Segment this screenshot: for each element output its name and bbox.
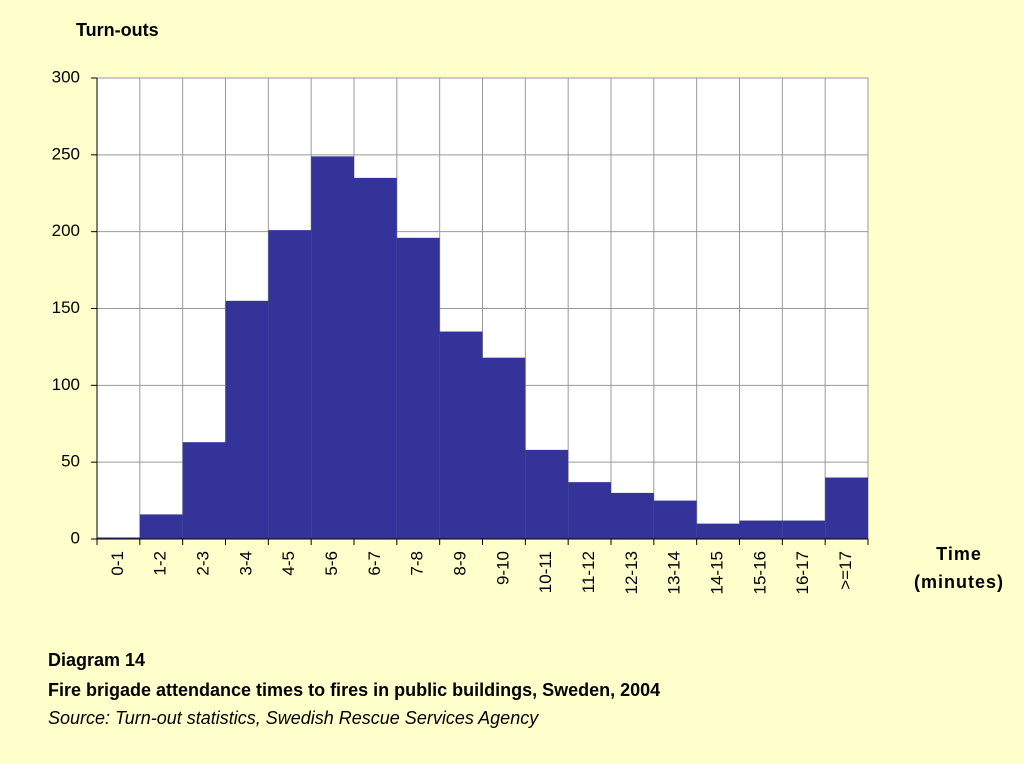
bar — [139, 514, 183, 539]
x-tick-label: 7-8 — [408, 551, 427, 576]
x-tick-label: 15-16 — [750, 551, 769, 594]
x-tick-label: 13-14 — [665, 551, 684, 594]
x-tick-label: 4-5 — [279, 551, 298, 576]
diagram-label: Diagram 14 — [48, 650, 146, 670]
bar — [525, 449, 569, 539]
bar — [182, 442, 226, 539]
chart-title: Fire brigade attendance times to fires i… — [48, 680, 661, 700]
x-tick-label: 16-17 — [793, 551, 812, 594]
y-tick-label: 150 — [52, 298, 80, 317]
bar — [396, 237, 440, 539]
bar — [782, 520, 826, 539]
bar — [611, 492, 654, 539]
x-tick-label: 2-3 — [194, 551, 213, 576]
x-tick-label: 12-13 — [622, 551, 641, 594]
y-tick-label: 300 — [52, 67, 80, 86]
bar — [739, 520, 783, 539]
bar — [354, 177, 397, 539]
x-tick-label: 11-12 — [579, 551, 598, 593]
bar — [482, 357, 526, 539]
bar — [268, 230, 312, 539]
bar — [568, 482, 611, 539]
x-tick-label: 5-6 — [322, 551, 341, 576]
y-tick-label: 0 — [71, 528, 80, 547]
x-tick-label: 8-9 — [451, 551, 470, 576]
y-tick-label: 250 — [52, 144, 80, 163]
x-tick-label: >=17 — [836, 551, 855, 590]
bar — [825, 477, 868, 539]
x-tick-label: 3-4 — [236, 551, 255, 576]
x-tick-label: 10-11 — [536, 551, 555, 593]
bar — [225, 300, 269, 539]
y-tick-label: 100 — [52, 375, 80, 394]
y-tick-label: 50 — [61, 452, 80, 471]
y-tick-label: 200 — [52, 221, 80, 240]
bar — [439, 331, 483, 539]
bar — [311, 156, 354, 539]
source: Source: Turn-out statistics, Swedish Res… — [48, 708, 539, 728]
x-tick-label: 6-7 — [365, 551, 384, 576]
bar — [696, 523, 740, 539]
x-tick-label: 9-10 — [493, 551, 512, 585]
x-tick-label: 0-1 — [108, 551, 127, 576]
bar — [97, 537, 140, 539]
bar — [653, 500, 697, 539]
y-axis-label: Turn-outs — [76, 20, 159, 40]
x-tick-label: 1-2 — [151, 551, 170, 576]
x-axis-label: Time (minutes) — [914, 544, 1004, 592]
x-tick-label: 14-15 — [708, 551, 727, 594]
